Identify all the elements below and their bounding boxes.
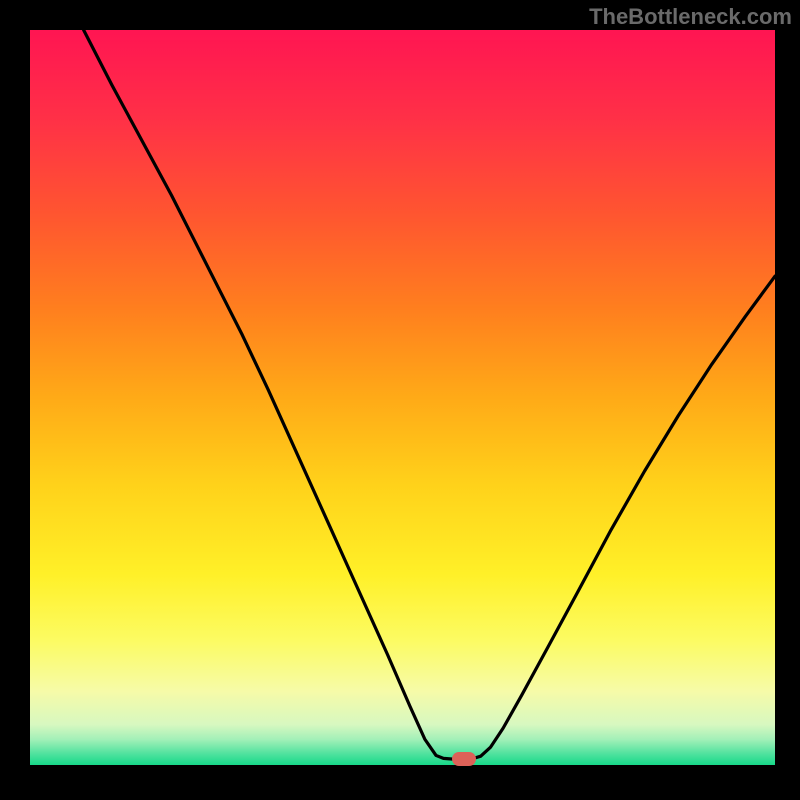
plot-area: [30, 30, 775, 765]
optimal-marker: [452, 752, 476, 766]
bottleneck-curve: [30, 30, 775, 765]
chart-container: TheBottleneck.com: [0, 0, 800, 800]
watermark-text: TheBottleneck.com: [589, 4, 792, 30]
